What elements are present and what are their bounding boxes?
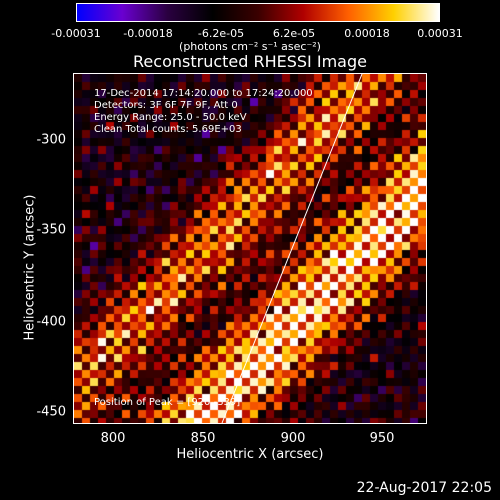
x-axis-label: Heliocentric X (arcsec)	[176, 447, 324, 462]
info-detectors: Detectors: 3F 6F 7F 9F, Att 0	[94, 100, 238, 111]
x-tick: 950	[369, 431, 395, 446]
colorbar	[76, 3, 440, 22]
colorbar-tick: 0.00031	[417, 27, 463, 40]
colorbar-tick: -0.00031	[51, 27, 101, 40]
info-clean: Clean Total counts: 5.69E+03	[94, 124, 242, 135]
x-tick: 900	[280, 431, 306, 446]
image-plot: 17-Dec-2014 17:14:20.000 to 17:24:20.000…	[73, 73, 427, 424]
colorbar-tick: 6.2e-05	[272, 27, 316, 40]
y-tick: -400	[36, 314, 66, 330]
reconstructed-image	[74, 74, 426, 423]
y-axis-label: Heliocentric Y (arcsec)	[22, 194, 38, 341]
colorbar-tick: -0.00018	[123, 27, 173, 40]
y-tick: -450	[36, 404, 66, 420]
y-tick: -300	[36, 132, 66, 148]
limb-line	[221, 74, 363, 423]
x-tick: 850	[190, 431, 216, 446]
image-title: Reconstructed RHESSI Image	[133, 52, 367, 71]
x-tick: 800	[100, 431, 126, 446]
info-time: 17-Dec-2014 17:14:20.000 to 17:24:20.000	[94, 88, 313, 99]
peak-position: Position of Peak = [920,-339]	[94, 397, 241, 408]
info-energy: Energy Range: 25.0 - 50.0 keV	[94, 112, 247, 123]
footer-date: 22-Aug-2017 22:05	[356, 480, 492, 496]
colorbar-units: (photons cm⁻² s⁻¹ asec⁻²)	[179, 40, 321, 53]
colorbar-tick: -6.2e-05	[197, 27, 245, 40]
colorbar-tick: 0.00018	[344, 27, 390, 40]
y-tick: -350	[36, 222, 66, 238]
